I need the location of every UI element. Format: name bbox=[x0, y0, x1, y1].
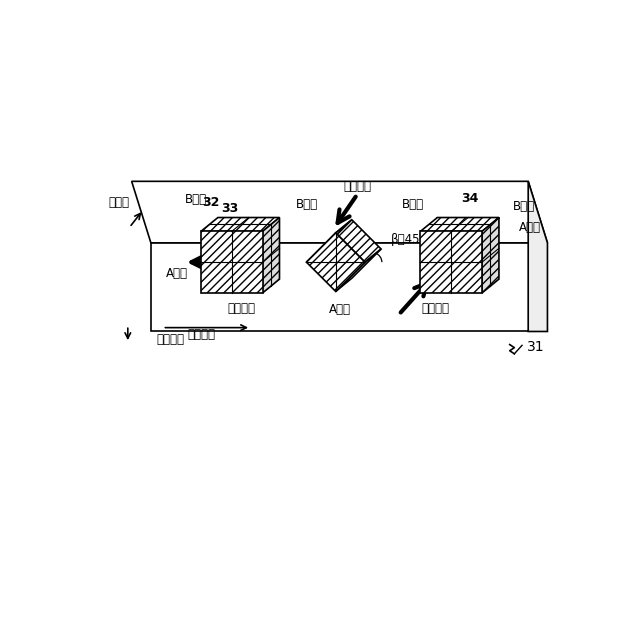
Text: B方向: B方向 bbox=[402, 198, 424, 211]
Text: 板厚方向: 板厚方向 bbox=[156, 332, 184, 346]
Text: B方向: B方向 bbox=[513, 200, 535, 213]
Text: 圧縮方向: 圧縮方向 bbox=[343, 180, 371, 193]
Polygon shape bbox=[336, 249, 381, 291]
Polygon shape bbox=[151, 243, 547, 331]
Text: A方向: A方向 bbox=[519, 221, 541, 234]
Polygon shape bbox=[528, 181, 547, 331]
Polygon shape bbox=[132, 181, 547, 243]
Polygon shape bbox=[307, 220, 352, 262]
Text: β＝45°: β＝45° bbox=[391, 233, 426, 246]
Polygon shape bbox=[336, 220, 381, 262]
Text: 33: 33 bbox=[221, 202, 239, 215]
Text: 圧延方向: 圧延方向 bbox=[187, 328, 215, 341]
Text: B方向: B方向 bbox=[184, 193, 207, 205]
Text: A方向: A方向 bbox=[166, 267, 188, 280]
Text: 圧縮方向: 圧縮方向 bbox=[228, 302, 256, 315]
Text: 31: 31 bbox=[527, 340, 544, 354]
Polygon shape bbox=[201, 217, 280, 231]
Polygon shape bbox=[420, 217, 499, 231]
Polygon shape bbox=[262, 217, 280, 293]
Text: A方向: A方向 bbox=[328, 303, 351, 317]
Polygon shape bbox=[307, 233, 365, 291]
Text: 32: 32 bbox=[202, 197, 220, 209]
Text: 幅方向: 幅方向 bbox=[108, 196, 129, 209]
Text: 34: 34 bbox=[461, 191, 478, 205]
Polygon shape bbox=[420, 231, 482, 293]
Text: 圧縮方向: 圧縮方向 bbox=[422, 302, 450, 315]
Polygon shape bbox=[482, 217, 499, 293]
Text: B方向: B方向 bbox=[296, 198, 317, 211]
Polygon shape bbox=[201, 231, 262, 293]
